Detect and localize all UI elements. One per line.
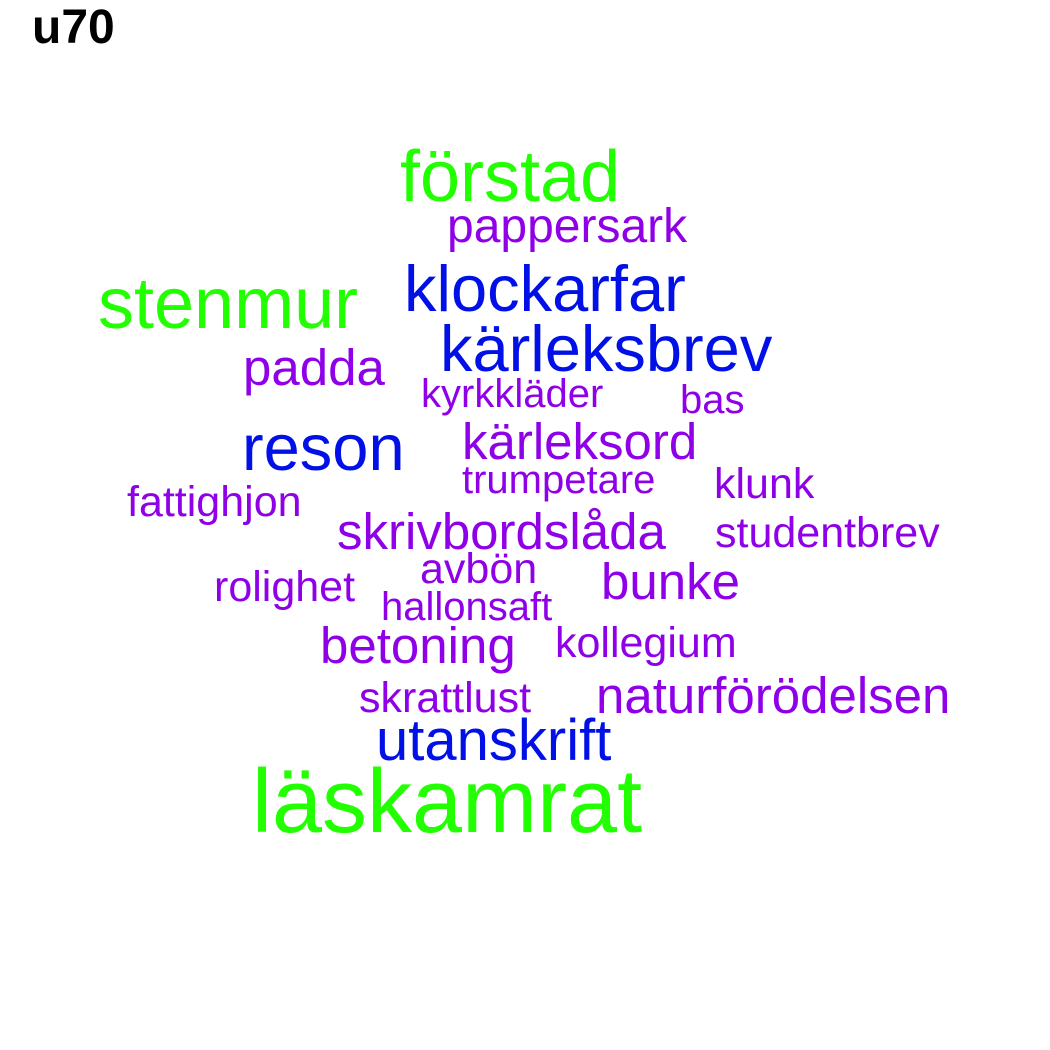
cloud-word: betoning (320, 617, 516, 674)
cloud-word: skrattlust (359, 674, 532, 722)
cloud-word: pappersark (447, 200, 688, 253)
cloud-word: padda (243, 339, 385, 396)
cloud-word: klunk (714, 460, 815, 508)
cloud-word: kyrkkläder (421, 372, 604, 416)
cloud-word: utanskrift (376, 708, 612, 773)
cloud-word: hallonsaft (381, 585, 553, 629)
cloud-word: bunke (601, 553, 740, 610)
cloud-word: avbön (420, 545, 538, 593)
cloud-word: trumpetare (462, 458, 656, 502)
cloud-word: reson (242, 411, 405, 484)
cloud-word: kollegium (555, 619, 737, 667)
cloud-word: klockarfar (404, 252, 686, 325)
cloud-word: bas (680, 378, 745, 422)
cloud-word: studentbrev (715, 509, 940, 557)
cloud-word: rolighet (214, 563, 356, 611)
cloud-word: fattighjon (127, 478, 302, 526)
cloud-word: stenmur (98, 264, 359, 344)
page-title: u70 (32, 1, 115, 54)
cloud-word: läskamrat (252, 752, 643, 852)
cloud-word: kärleksbrev (440, 312, 773, 385)
cloud-word: skrivbordslåda (337, 503, 666, 560)
cloud-word: kärleksord (462, 413, 698, 470)
cloud-word: förstad (400, 137, 621, 217)
cloud-word: naturförödelsen (596, 667, 951, 724)
